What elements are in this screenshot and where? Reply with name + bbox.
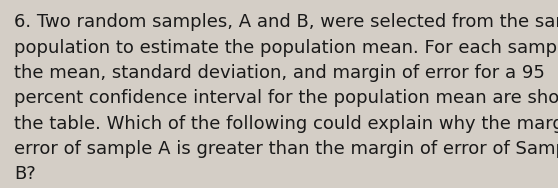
Text: population to estimate the population mean. For each sample,: population to estimate the population me… xyxy=(14,39,558,57)
Text: the table. Which of the following could explain why the margin of: the table. Which of the following could … xyxy=(14,115,558,133)
Text: error of sample A is greater than the margin of error of Sample: error of sample A is greater than the ma… xyxy=(14,140,558,158)
Text: the mean, standard deviation, and margin of error for a 95: the mean, standard deviation, and margin… xyxy=(14,64,545,82)
Text: percent confidence interval for the population mean are show in: percent confidence interval for the popu… xyxy=(14,89,558,107)
Text: 6. Two random samples, A and B, were selected from the same: 6. Two random samples, A and B, were sel… xyxy=(14,13,558,31)
Text: B?: B? xyxy=(14,165,36,183)
